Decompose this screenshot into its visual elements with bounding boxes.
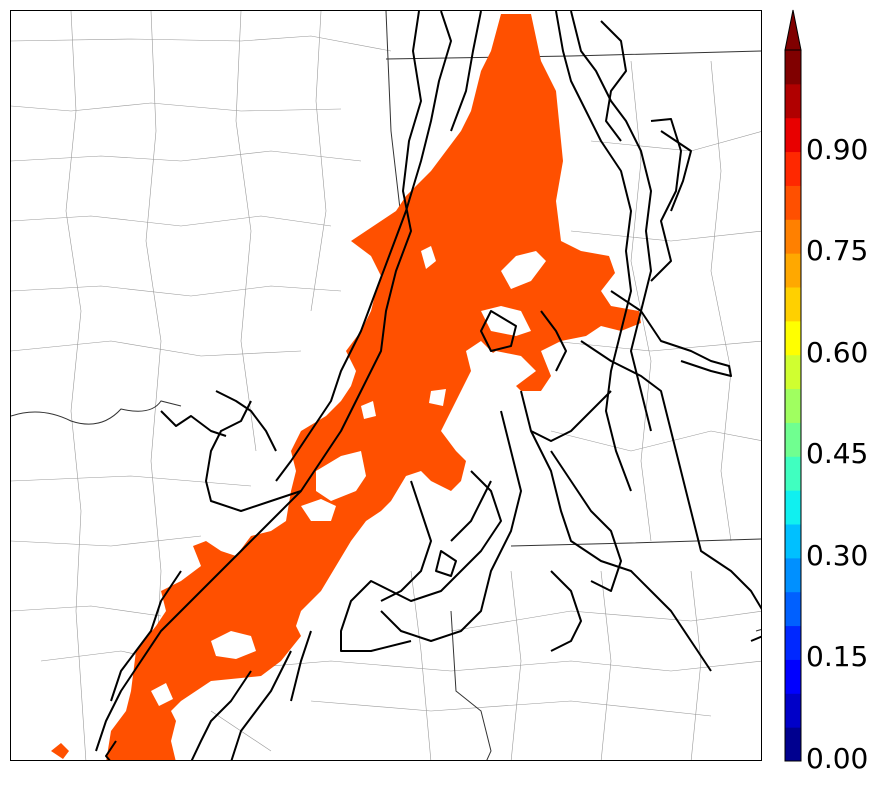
colorbar-segment	[785, 727, 801, 762]
colorbar-segment	[785, 83, 801, 119]
colorbar-tick-label: 0.00	[806, 742, 869, 775]
county-boundaries	[11, 11, 761, 760]
contour-lines	[95, 11, 761, 760]
colorbar-segment	[785, 524, 801, 559]
colorbar-segments	[785, 50, 801, 762]
colorbar-tick-label: 0.90	[806, 132, 869, 166]
colorbar-segment	[785, 287, 801, 322]
colorbar	[784, 9, 802, 762]
colorbar-segment	[785, 253, 801, 288]
colorbar-segment	[785, 591, 801, 627]
colorbar-segment	[785, 50, 801, 85]
colorbar-tick-label: 0.60	[806, 335, 869, 369]
colorbar-extend-arrow	[784, 9, 802, 51]
colorbar-tick-label: 0.30	[806, 538, 869, 572]
probability-fill	[51, 14, 641, 760]
colorbar-outline	[784, 49, 802, 762]
colorbar-segment	[785, 219, 801, 254]
colorbar-segment	[785, 659, 801, 694]
colorbar-segment	[785, 693, 801, 728]
fill-holes	[151, 246, 546, 706]
colorbar-tick-label: 0.45	[806, 437, 869, 471]
colorbar-segment	[785, 388, 801, 423]
colorbar-segment	[785, 625, 801, 660]
colorbar-segment	[785, 456, 801, 491]
colorbar-segment	[785, 117, 801, 153]
map-panel	[10, 10, 762, 761]
state-boundaries	[11, 11, 761, 760]
colorbar-segment	[785, 490, 801, 525]
colorbar-segment	[785, 557, 801, 593]
map-canvas	[11, 11, 761, 760]
colorbar-segment	[785, 354, 801, 390]
colorbar-segment	[785, 320, 801, 356]
colorbar-segment	[785, 422, 801, 457]
colorbar-tick-label: 0.75	[806, 234, 869, 268]
colorbar-tick-label: 0.15	[806, 640, 869, 674]
colorbar-segment	[785, 185, 801, 220]
colorbar-segment	[785, 151, 801, 186]
